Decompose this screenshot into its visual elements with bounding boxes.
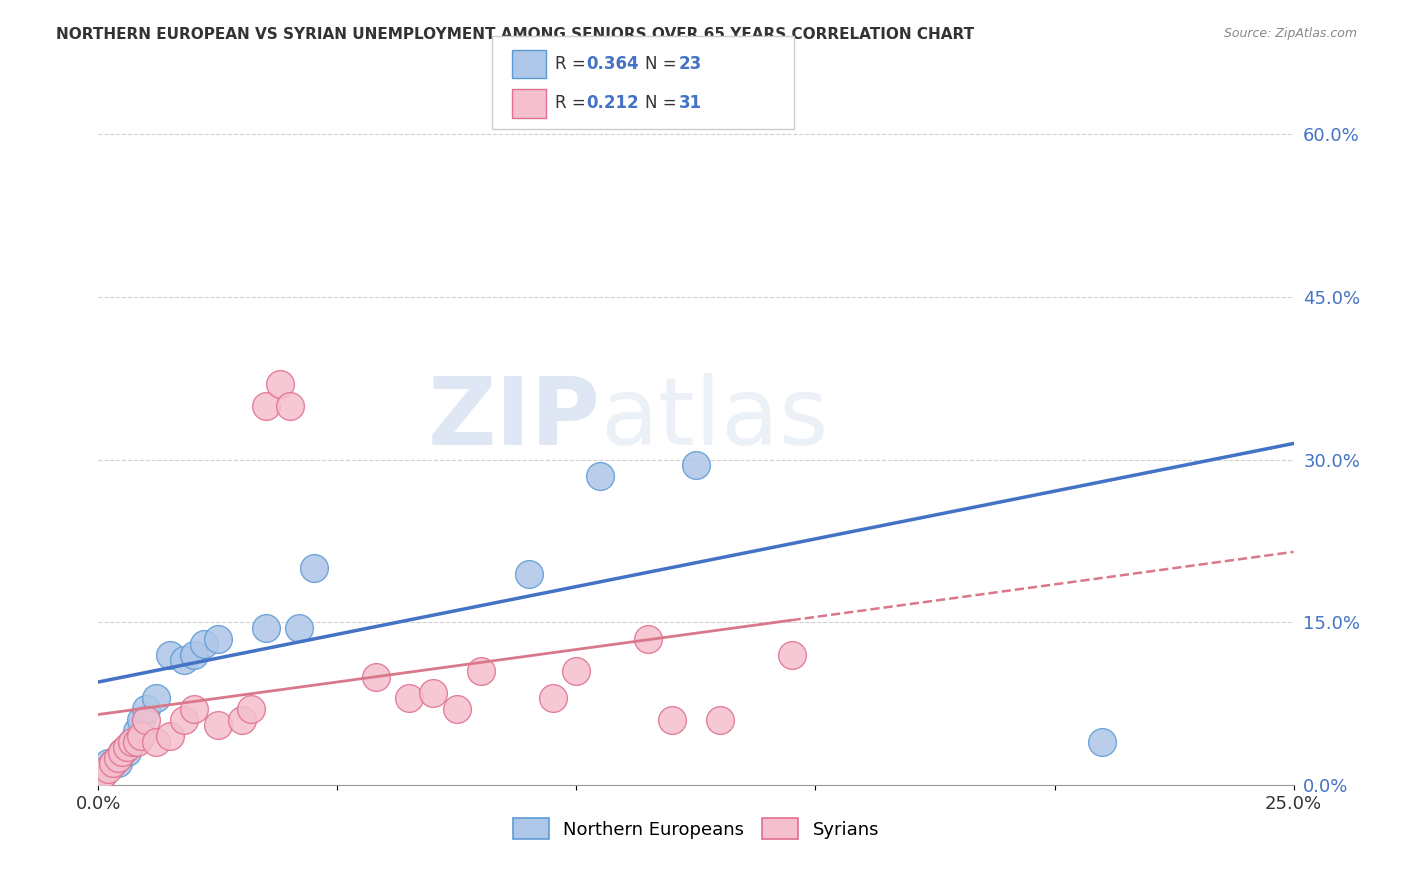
Syrians bbox=[125, 734, 148, 748]
Northern Europeans bbox=[125, 723, 148, 738]
Syrians bbox=[470, 664, 492, 678]
Syrians bbox=[115, 739, 138, 754]
Syrians bbox=[637, 632, 659, 646]
Text: NORTHERN EUROPEAN VS SYRIAN UNEMPLOYMENT AMONG SENIORS OVER 65 YEARS CORRELATION: NORTHERN EUROPEAN VS SYRIAN UNEMPLOYMENT… bbox=[56, 27, 974, 42]
Text: ZIP: ZIP bbox=[427, 373, 600, 465]
Northern Europeans bbox=[115, 746, 138, 760]
Northern Europeans bbox=[685, 458, 707, 472]
Syrians bbox=[91, 767, 114, 781]
Syrians bbox=[254, 399, 277, 413]
Text: Source: ZipAtlas.com: Source: ZipAtlas.com bbox=[1223, 27, 1357, 40]
Syrians bbox=[661, 713, 683, 727]
Syrians bbox=[145, 734, 167, 748]
Northern Europeans bbox=[288, 621, 311, 635]
Northern Europeans bbox=[131, 713, 153, 727]
Northern Europeans bbox=[1091, 734, 1114, 748]
Legend: Northern Europeans, Syrians: Northern Europeans, Syrians bbox=[505, 811, 887, 847]
Northern Europeans bbox=[207, 632, 229, 646]
Northern Europeans bbox=[135, 702, 157, 716]
Text: 31: 31 bbox=[679, 95, 702, 112]
Northern Europeans bbox=[97, 756, 120, 771]
Syrians bbox=[107, 751, 129, 765]
Northern Europeans bbox=[145, 691, 167, 706]
Northern Europeans bbox=[101, 756, 124, 771]
Text: N =: N = bbox=[645, 55, 682, 73]
Text: 0.364: 0.364 bbox=[586, 55, 638, 73]
Syrians bbox=[422, 686, 444, 700]
Syrians bbox=[101, 756, 124, 771]
Northern Europeans bbox=[107, 756, 129, 771]
Syrians bbox=[446, 702, 468, 716]
Syrians bbox=[173, 713, 195, 727]
Northern Europeans bbox=[121, 734, 143, 748]
Syrians bbox=[183, 702, 205, 716]
Syrians bbox=[231, 713, 253, 727]
Syrians bbox=[709, 713, 731, 727]
Text: 23: 23 bbox=[679, 55, 703, 73]
Text: R =: R = bbox=[555, 55, 592, 73]
Syrians bbox=[565, 664, 588, 678]
Syrians bbox=[269, 376, 291, 391]
Syrians bbox=[780, 648, 803, 662]
Northern Europeans bbox=[193, 637, 215, 651]
Northern Europeans bbox=[589, 469, 612, 483]
Syrians bbox=[111, 746, 134, 760]
Text: R =: R = bbox=[555, 95, 592, 112]
Text: 0.212: 0.212 bbox=[586, 95, 638, 112]
Syrians bbox=[131, 729, 153, 743]
Northern Europeans bbox=[159, 648, 181, 662]
Syrians bbox=[398, 691, 420, 706]
Syrians bbox=[240, 702, 263, 716]
Northern Europeans bbox=[517, 566, 540, 581]
Syrians bbox=[278, 399, 301, 413]
Syrians bbox=[207, 718, 229, 732]
Syrians bbox=[364, 669, 387, 683]
Syrians bbox=[159, 729, 181, 743]
Northern Europeans bbox=[254, 621, 277, 635]
Northern Europeans bbox=[183, 648, 205, 662]
Text: atlas: atlas bbox=[600, 373, 828, 465]
Syrians bbox=[121, 734, 143, 748]
Syrians bbox=[97, 762, 120, 776]
Text: N =: N = bbox=[645, 95, 682, 112]
Northern Europeans bbox=[91, 767, 114, 781]
Syrians bbox=[541, 691, 564, 706]
Northern Europeans bbox=[302, 561, 325, 575]
Syrians bbox=[135, 713, 157, 727]
Northern Europeans bbox=[111, 746, 134, 760]
Northern Europeans bbox=[173, 653, 195, 667]
